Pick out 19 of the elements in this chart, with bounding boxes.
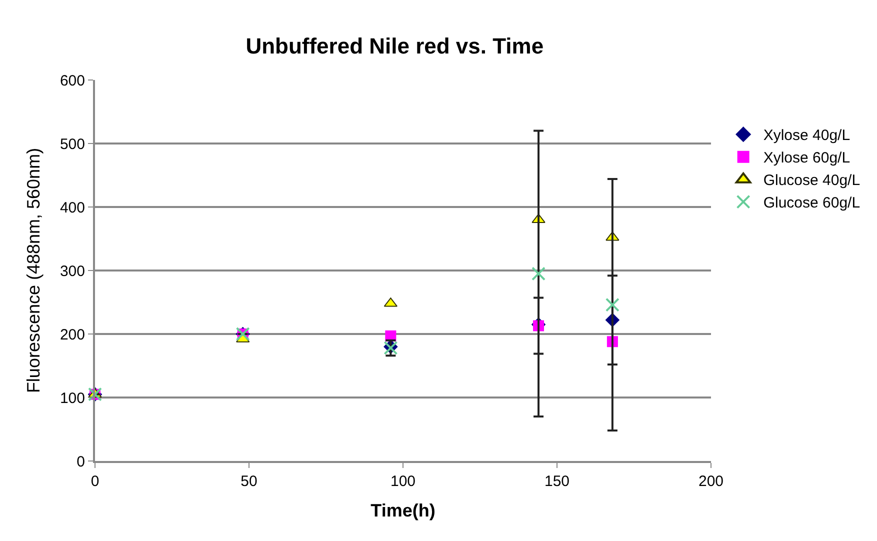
y-tick-label: 400 [60, 199, 85, 216]
x-tick-label: 150 [544, 473, 570, 490]
y-tick-label: 0 [76, 453, 85, 470]
legend-label: Glucose 60g/L [763, 194, 860, 212]
y-tick-label: 300 [60, 262, 85, 280]
y-tick-label: 600 [60, 72, 85, 90]
y-tick-label: 100 [60, 390, 85, 407]
y-axis-title: Fluorescence (488nm, 560nm) [24, 148, 44, 394]
x-tick-label: 100 [390, 473, 416, 490]
legend-label: Xylose 60g/L [763, 150, 850, 167]
legend-label: Glucose 40g/L [763, 172, 860, 190]
x-tick-label: 200 [698, 473, 724, 490]
y-tick-label: 200 [60, 326, 85, 344]
x-tick-label: 50 [240, 473, 258, 490]
x-tick-label: 0 [90, 473, 100, 490]
chart-title: Unbuffered Nile red vs. Time [246, 33, 544, 58]
y-tick-label: 500 [60, 136, 85, 153]
legend-label: Xylose 40g/L [763, 127, 850, 144]
x-axis-title: Time(h) [370, 500, 436, 521]
